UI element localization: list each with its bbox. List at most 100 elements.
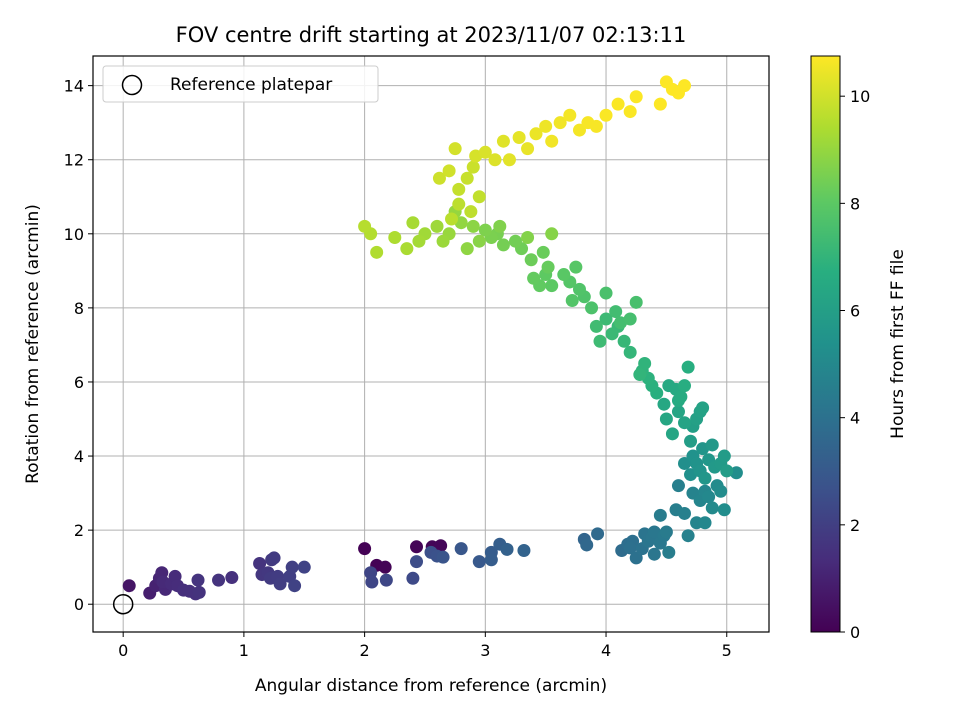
data-point bbox=[378, 560, 392, 574]
data-point bbox=[191, 573, 205, 587]
y-tick-label: 0 bbox=[74, 595, 84, 614]
data-point bbox=[445, 212, 459, 226]
legend-label: Reference platepar bbox=[170, 75, 332, 95]
data-point bbox=[521, 231, 535, 245]
legend: Reference platepar bbox=[102, 65, 379, 103]
data-point bbox=[460, 171, 474, 185]
data-point bbox=[502, 153, 516, 167]
data-point bbox=[365, 575, 379, 589]
data-point bbox=[678, 79, 691, 93]
data-point bbox=[297, 560, 311, 574]
data-point bbox=[267, 551, 281, 565]
x-tick-label: 3 bbox=[480, 641, 490, 660]
data-point bbox=[629, 551, 643, 565]
data-point bbox=[599, 108, 613, 122]
data-points bbox=[122, 75, 743, 601]
data-point bbox=[509, 234, 522, 248]
data-point bbox=[653, 97, 667, 111]
data-point bbox=[629, 295, 643, 309]
data-point bbox=[591, 527, 605, 541]
data-point bbox=[545, 227, 559, 241]
data-point bbox=[647, 547, 661, 561]
data-point bbox=[557, 268, 571, 282]
data-point bbox=[659, 412, 673, 426]
data-point bbox=[288, 579, 302, 593]
data-point bbox=[553, 116, 567, 130]
data-point bbox=[678, 379, 691, 393]
data-point bbox=[563, 108, 577, 122]
data-point bbox=[572, 123, 586, 137]
x-tick-label: 5 bbox=[722, 641, 732, 660]
data-point bbox=[517, 544, 531, 558]
data-point bbox=[436, 234, 450, 248]
y-tick-label: 4 bbox=[74, 447, 84, 466]
data-point bbox=[406, 571, 420, 585]
x-tick-label: 2 bbox=[360, 641, 370, 660]
data-point bbox=[432, 171, 446, 185]
data-point bbox=[466, 219, 480, 233]
colorbar-tick-label: 6 bbox=[850, 302, 860, 321]
data-point bbox=[684, 434, 698, 448]
data-point bbox=[671, 479, 685, 493]
data-point bbox=[410, 540, 424, 554]
data-point bbox=[472, 234, 486, 248]
data-point bbox=[662, 545, 676, 559]
y-axis-label: Rotation from reference (arcmin) bbox=[23, 204, 43, 484]
grid-lines bbox=[93, 56, 769, 632]
colorbar-tick-label: 4 bbox=[850, 409, 860, 428]
data-point bbox=[410, 555, 424, 569]
data-point bbox=[617, 334, 631, 348]
data-point bbox=[545, 134, 559, 148]
data-point bbox=[388, 231, 402, 245]
data-point bbox=[702, 490, 716, 504]
x-axis-ticks: 0 1 2 3 4 5 bbox=[118, 632, 732, 660]
data-point bbox=[536, 245, 550, 259]
data-point bbox=[623, 105, 637, 119]
data-point bbox=[665, 427, 679, 441]
data-point bbox=[493, 219, 507, 233]
data-point bbox=[472, 555, 486, 569]
data-point bbox=[572, 282, 586, 296]
data-point bbox=[412, 234, 426, 248]
data-point bbox=[460, 242, 474, 256]
data-point bbox=[698, 516, 712, 530]
data-point bbox=[565, 293, 579, 307]
colorbar-tick-label: 2 bbox=[850, 516, 860, 535]
data-point bbox=[448, 142, 462, 156]
data-point bbox=[253, 556, 267, 570]
data-point bbox=[720, 464, 734, 478]
data-point bbox=[527, 271, 541, 285]
colorbar-tick-label: 10 bbox=[850, 87, 870, 106]
data-point bbox=[638, 356, 652, 370]
data-point bbox=[541, 260, 555, 274]
y-tick-label: 14 bbox=[64, 77, 84, 96]
data-point bbox=[464, 205, 478, 219]
data-point bbox=[681, 529, 695, 543]
legend-marker bbox=[121, 74, 143, 96]
data-point bbox=[729, 466, 743, 480]
data-point bbox=[430, 219, 444, 233]
data-point bbox=[717, 449, 731, 463]
data-point bbox=[681, 360, 695, 374]
data-point bbox=[478, 145, 492, 159]
data-point bbox=[122, 579, 136, 593]
data-point bbox=[698, 471, 712, 485]
data-point bbox=[623, 541, 637, 555]
data-point bbox=[285, 560, 299, 574]
data-point bbox=[674, 390, 688, 404]
colorbar-ticks: 0 2 4 6 8 10 bbox=[840, 87, 870, 642]
data-point bbox=[653, 508, 667, 522]
data-point bbox=[696, 401, 710, 415]
data-point bbox=[623, 345, 637, 359]
data-point bbox=[358, 219, 372, 233]
data-point bbox=[529, 127, 543, 141]
data-point bbox=[454, 542, 468, 556]
colorbar-tick-label: 8 bbox=[850, 194, 860, 213]
data-point bbox=[589, 119, 603, 133]
data-point bbox=[225, 571, 239, 585]
data-point bbox=[436, 550, 450, 564]
data-point bbox=[717, 503, 731, 517]
y-axis-ticks: 0 2 4 6 8 10 12 14 bbox=[64, 77, 93, 614]
data-point bbox=[629, 90, 643, 104]
